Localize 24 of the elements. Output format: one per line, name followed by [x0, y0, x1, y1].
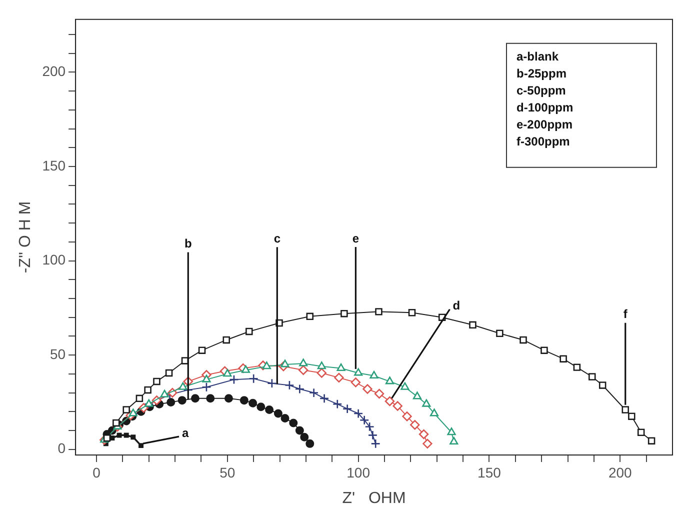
- y-tick-label: 0: [58, 440, 66, 456]
- annotation: f: [623, 307, 628, 322]
- annotation: f-300ppm: [516, 134, 570, 149]
- x-tick-label: 150: [478, 464, 502, 480]
- annotation: b-25ppm: [516, 66, 567, 81]
- y-tick-label: 200: [42, 63, 66, 80]
- annotation: e: [352, 231, 360, 246]
- x-tick-label: 100: [346, 464, 370, 480]
- x-axis-title: Z' OHM: [342, 490, 406, 507]
- annotation: d-100ppm: [516, 100, 574, 115]
- y-tick-label: 100: [42, 252, 66, 268]
- y-tick-label: 50: [50, 346, 66, 362]
- annotation: e-200ppm: [516, 118, 573, 132]
- annotation: b: [184, 236, 192, 251]
- x-tick-label: 50: [220, 464, 236, 480]
- annotation: d: [452, 298, 460, 313]
- annotation: c-50ppm: [516, 84, 566, 98]
- annotation: c: [274, 231, 281, 246]
- annotation: a-blank: [516, 50, 559, 64]
- x-tick-label: 200: [608, 464, 632, 480]
- y-axis-title: -Z'' O H M: [17, 201, 34, 274]
- annotation: a: [182, 426, 190, 440]
- x-tick-label: 0: [92, 464, 101, 480]
- y-tick-label: 150: [42, 157, 66, 174]
